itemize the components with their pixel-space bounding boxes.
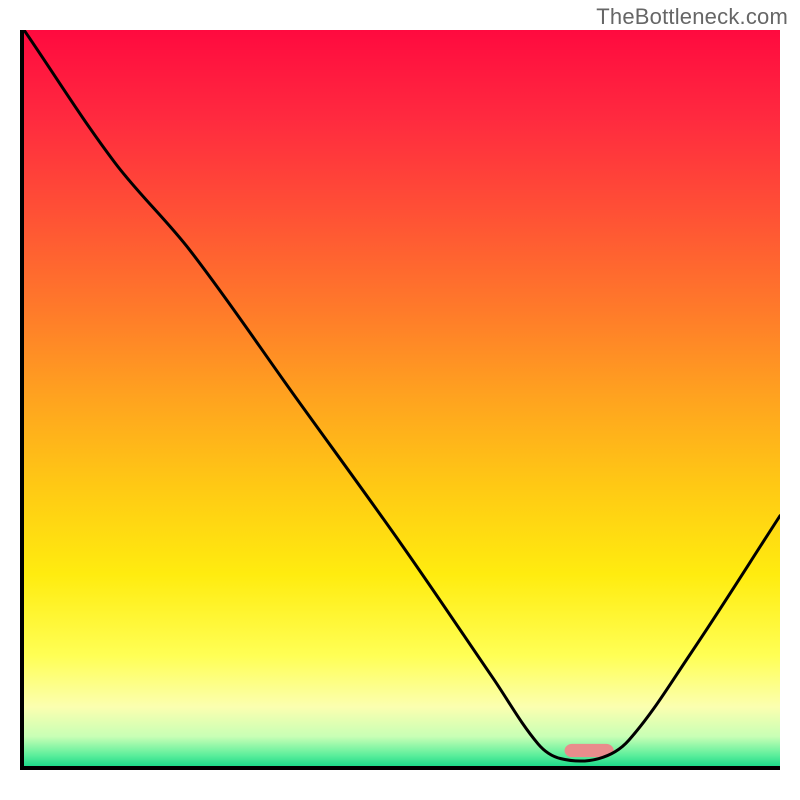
bottleneck-chart — [20, 30, 780, 770]
chart-svg — [24, 30, 780, 766]
gradient-background — [24, 30, 780, 766]
watermark-text: TheBottleneck.com — [596, 4, 788, 30]
